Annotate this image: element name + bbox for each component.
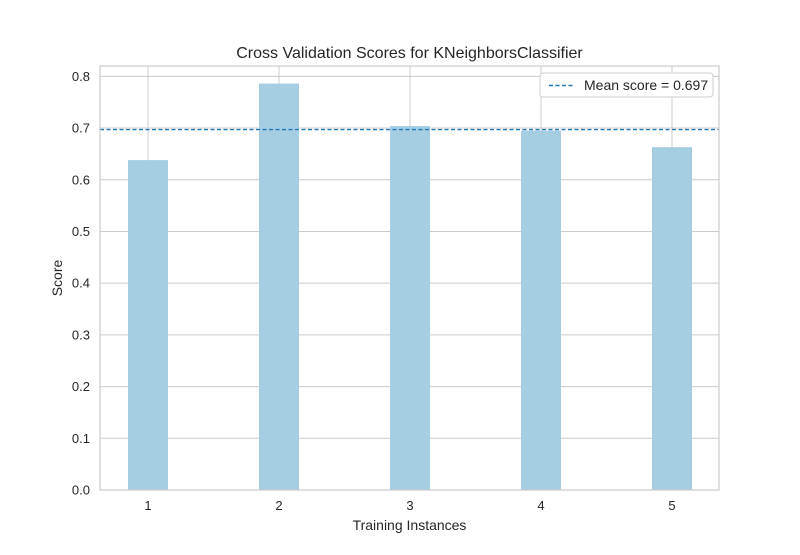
- x-tick-label: 2: [275, 498, 282, 513]
- chart-title: Cross Validation Scores for KNeighborsCl…: [236, 45, 583, 62]
- x-tick-label: 4: [537, 498, 544, 513]
- legend-box: [539, 72, 714, 98]
- bar-fold-1: [128, 160, 168, 491]
- bar-fold-2: [259, 83, 299, 490]
- x-tick-label: 1: [144, 498, 151, 513]
- bars: [128, 83, 692, 491]
- y-tick-label: 0.1: [72, 431, 90, 446]
- legend: Mean score = 0.697: [539, 72, 714, 98]
- x-tick-label: 5: [668, 498, 675, 513]
- bar-fold-5: [652, 147, 692, 490]
- legend-mean-label: Mean score = 0.697: [584, 77, 708, 93]
- y-tick-label: 0.6: [72, 172, 90, 187]
- y-tick-label: 0.5: [72, 224, 90, 239]
- y-tick-label: 0.0: [72, 483, 90, 498]
- y-axis-label: Score: [49, 260, 65, 297]
- y-tick-label: 0.8: [72, 69, 90, 84]
- x-axis-label: Training Instances: [353, 517, 467, 533]
- y-tick-label: 0.3: [72, 327, 90, 342]
- plot-frame: [99, 65, 720, 491]
- bar-fold-3: [390, 125, 430, 491]
- x-tick-label: 3: [406, 498, 413, 513]
- y-tick-label: 0.2: [72, 379, 90, 394]
- y-axis-ticks: 0.0 0.1 0.2 0.3 0.4 0.5 0.6 0.7 0.8: [72, 69, 90, 498]
- bar-fold-4: [521, 130, 561, 490]
- y-tick-label: 0.7: [72, 121, 90, 136]
- y-tick-label: 0.4: [72, 276, 90, 291]
- x-axis-ticks: 1 2 3 4 5: [144, 498, 675, 513]
